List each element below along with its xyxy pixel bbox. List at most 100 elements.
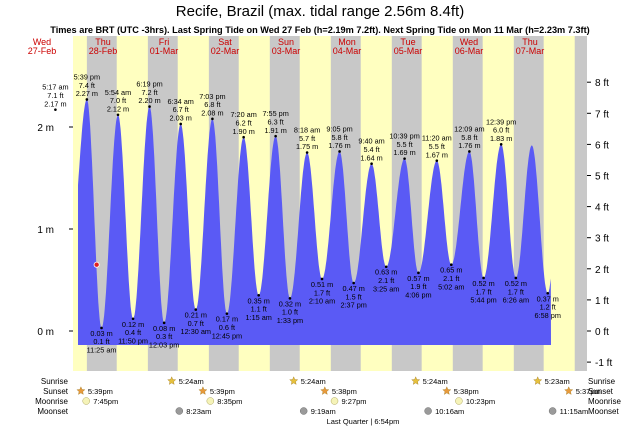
low-tide-label: 0.51 m (311, 280, 333, 289)
high-tide-point (435, 159, 439, 162)
low-tide-point (162, 321, 166, 325)
low-tide-point (352, 281, 355, 285)
sunrise-time: 5:23am (545, 377, 570, 386)
day-weekday: Wed (460, 37, 478, 47)
high-tide-label: 2.12 m (107, 104, 129, 113)
low-tide-label: 0.3 ft (156, 332, 172, 341)
sunrise-time: 5:24am (301, 377, 326, 386)
low-tide-label: 0.17 m (216, 315, 238, 324)
day-date: 03-Mar (272, 46, 301, 56)
high-tide-label: 9:05 pm (326, 124, 352, 133)
tide-area (78, 99, 551, 345)
y-axes: 0 m 1 m 2 m -1 ft 0 ft 1 ft 2 ft 3 ft 4 ft 5 ft 6 … (37, 78, 612, 369)
y-tick-label-ft: 5 ft (595, 172, 609, 183)
high-tide-label: 5.4 ft (363, 145, 379, 154)
high-tide-label: 2.27 m (76, 89, 98, 98)
current-time-marker (93, 261, 100, 268)
low-tide-label: 2:37 pm (340, 301, 366, 310)
y-tick-label-m: 0 m (37, 327, 54, 338)
low-tide-point (514, 276, 518, 280)
moonset-time: 8:23am (186, 407, 211, 416)
low-tide-point (225, 312, 229, 315)
sunset-icon (320, 386, 330, 395)
low-tide-label: 3:25 am (373, 284, 399, 293)
low-tide-point (100, 326, 103, 330)
high-tide-point (148, 105, 151, 108)
y-tick-label-m: 1 m (37, 225, 54, 236)
low-tide-label: 0.57 m (407, 274, 429, 283)
high-tide-label: 9:40 am (358, 137, 384, 146)
row-label-right: Sunrise (588, 377, 616, 386)
high-tide-label: 2.03 m (170, 114, 192, 123)
high-tide-label: 5.8 ft (461, 133, 477, 142)
row-label-left: Sunset (43, 387, 69, 396)
y-tick-label-ft: 4 ft (595, 203, 609, 214)
low-tide-label: 0.47 m (343, 284, 365, 293)
low-tide-label: 12:30 am (181, 327, 211, 336)
day-date: 01-Mar (150, 46, 179, 56)
moonrise-icon (330, 397, 339, 405)
row-label-right: Sunset (588, 387, 614, 396)
high-tide-point (54, 108, 57, 111)
low-tide-label: 0.65 m (440, 266, 462, 275)
day-weekday: Thu (95, 37, 111, 47)
day-date: 28-Feb (89, 46, 118, 56)
low-tide-label: 0.08 m (153, 324, 175, 333)
moonset-icon (548, 407, 557, 415)
chart-title: Recife, Brazil (max. tidal range 2.56m 8… (176, 3, 464, 20)
high-tide-label: 5:39 pm (74, 72, 100, 81)
low-tide-label: 0.63 m (375, 268, 397, 277)
y-tick-label-ft: 3 ft (595, 234, 609, 245)
tide-curve (78, 99, 551, 345)
low-tide-label: 0.7 ft (188, 319, 204, 328)
high-tide-point (403, 157, 406, 160)
sunset-time: 5:39pm (88, 387, 113, 396)
high-tide-label: 5.5 ft (429, 142, 445, 151)
low-tide-label: 0.12 m (122, 320, 144, 329)
low-tide-point (131, 317, 135, 321)
high-tide-label: 2.08 m (201, 108, 223, 117)
low-tide-label: 4:06 pm (405, 290, 431, 299)
low-tide-label: 12:45 pm (212, 331, 242, 340)
low-tide-point (449, 263, 453, 267)
day-weekday: Sat (218, 37, 232, 47)
day-date: 04-Mar (333, 46, 362, 56)
high-tide-point (370, 162, 373, 166)
moonset-icon (299, 407, 308, 415)
high-tide-point (468, 150, 471, 153)
low-tide-point (320, 277, 324, 281)
high-tide-point (85, 98, 89, 101)
low-tide-label: 1.9 ft (410, 282, 426, 291)
high-tide-label: 6.3 ft (268, 117, 284, 126)
sunrise-icon (167, 376, 177, 385)
low-tide-label: 0.52 m (472, 279, 494, 288)
y-tick-label-ft: 2 ft (595, 265, 609, 276)
day-date: 06-Mar (455, 46, 484, 56)
sunset-icon (564, 386, 574, 395)
moonrise-time: 7:45pm (93, 397, 118, 406)
sunrise-icon (533, 376, 543, 385)
high-tide-label: 11:20 am (422, 134, 452, 143)
high-tide-label: 1.64 m (360, 153, 382, 162)
y-tick-label-ft: 8 ft (595, 78, 609, 89)
moonset-icon (175, 407, 184, 415)
low-tide-label: 1.0 ft (282, 308, 298, 317)
sunrise-icon (411, 376, 421, 385)
day-weekday: Mon (338, 37, 356, 47)
high-tide-label: 6:19 pm (136, 80, 162, 89)
moonset-time: 10:16am (435, 407, 464, 416)
high-tide-label: 5.8 ft (331, 133, 347, 142)
sunset-icon (198, 386, 208, 395)
high-tide-label: 1.90 m (232, 127, 254, 136)
day-headers: Wed27-FebThu28-FebFri01-MarSat02-MarSun0… (28, 37, 545, 56)
low-tide-label: 0.52 m (505, 279, 527, 288)
low-tide-label: 1.7 ft (508, 287, 524, 296)
low-tide-label: 0.1 ft (93, 337, 109, 346)
high-tide-point (211, 117, 214, 121)
high-tide-point (274, 134, 277, 138)
high-tide-label: 12:09 am (454, 124, 484, 133)
row-label-right: Moonset (588, 407, 619, 416)
high-tide-label: 8:18 am (294, 126, 320, 135)
moonrise-time: 8:35pm (217, 397, 242, 406)
